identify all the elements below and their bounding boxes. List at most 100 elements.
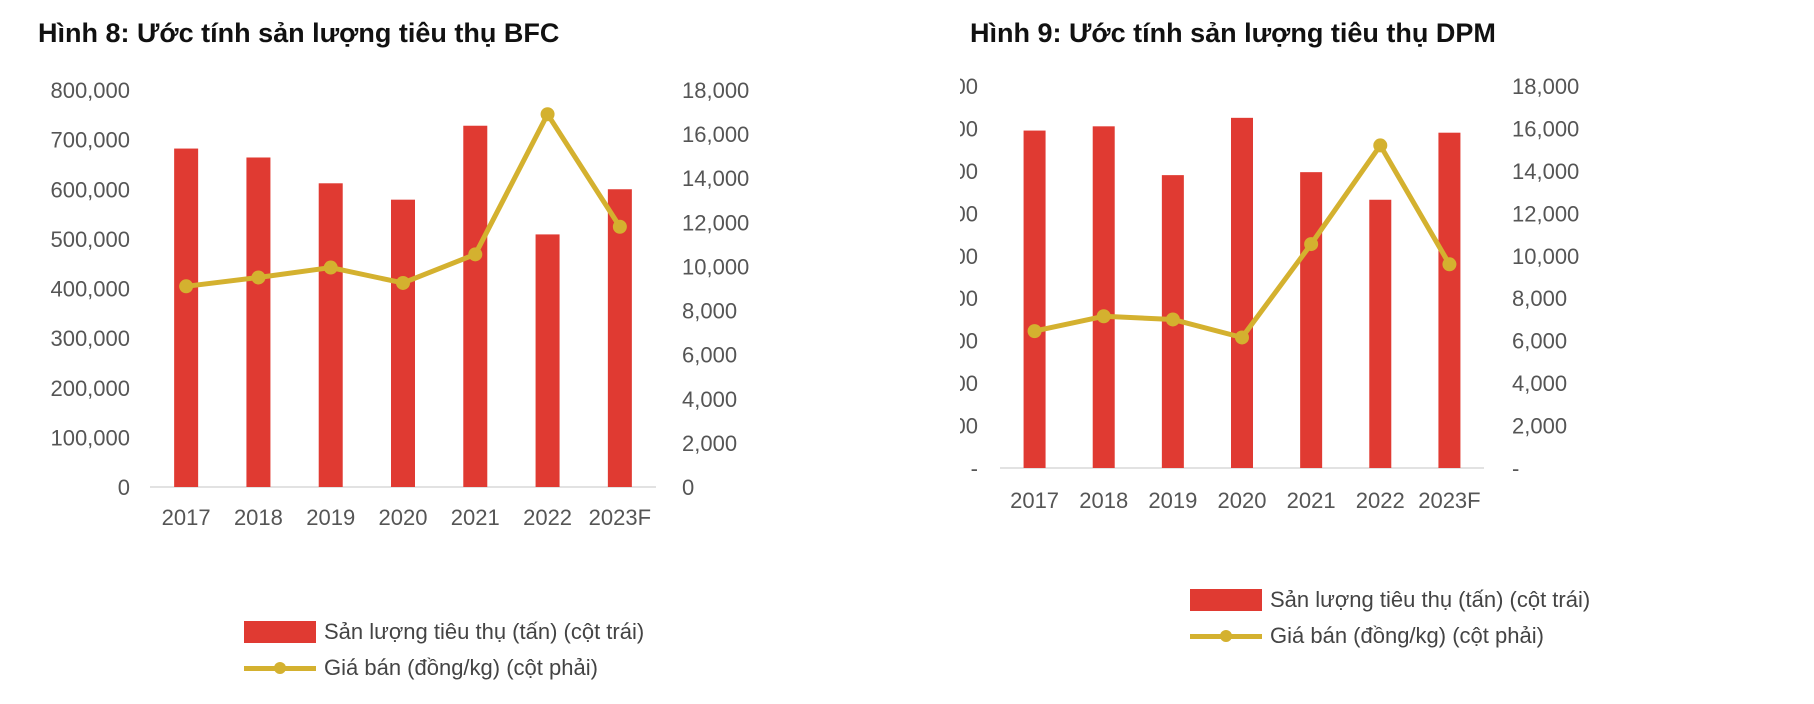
- chart-legend: Sản lượng tiêu thụ (tấn) (cột trái) Giá …: [244, 614, 644, 686]
- x-axis-tick-label: 2022: [1356, 488, 1405, 513]
- chart-title: Hình 8: Ước tính sản lượng tiêu thụ BFC: [38, 18, 560, 48]
- right-axis-tick-label: 16,000: [1512, 116, 1579, 141]
- left-axis-tick-label: 800,000: [960, 116, 978, 141]
- x-axis-tick-label: 2021: [1287, 488, 1336, 513]
- bar-2017: [174, 148, 199, 487]
- left-axis-tick-label: 600,000: [50, 177, 130, 202]
- x-axis-tick-label: 2017: [162, 505, 211, 530]
- bar-2018: [246, 157, 271, 488]
- price-point-2017: [1027, 324, 1042, 339]
- bar-2022: [1369, 199, 1392, 469]
- x-axis-tick-label: 2023F: [589, 505, 651, 530]
- bar-2020: [391, 199, 415, 487]
- left-axis-tick-label: 800,000: [50, 78, 130, 103]
- left-axis-tick-label: 0: [118, 475, 130, 500]
- legend-item-bar: Sản lượng tiêu thụ (tấn) (cột trái): [244, 614, 644, 650]
- price-point-2019: [323, 260, 338, 275]
- left-axis-tick-label: -: [971, 456, 978, 481]
- x-axis-tick-label: 2019: [1148, 488, 1197, 513]
- legend-bar-swatch: [244, 621, 316, 643]
- right-axis-tick-label: 10,000: [1512, 244, 1579, 269]
- right-axis-tick-label: 4,000: [682, 387, 737, 412]
- legend-bar-swatch: [1190, 589, 1262, 611]
- right-axis-tick-label: 4,000: [1512, 371, 1567, 396]
- bar-2017: [1023, 130, 1046, 469]
- price-point-2021: [468, 247, 483, 262]
- right-axis-tick-label: 2,000: [1512, 414, 1567, 439]
- x-axis-tick-label: 2020: [379, 505, 428, 530]
- right-axis-tick-label: 14,000: [682, 166, 749, 191]
- x-axis-tick-label: 2018: [234, 505, 283, 530]
- chart-panel-dpm: Hình 9: Ước tính sản lượng tiêu thụ DPM …: [960, 0, 1814, 704]
- right-axis-tick-label: -: [1512, 456, 1519, 481]
- legend-label: Giá bán (đồng/kg) (cột phải): [324, 655, 598, 680]
- left-axis-tick-label: 300,000: [960, 329, 978, 354]
- price-point-2021: [1304, 237, 1319, 252]
- left-axis-tick-label: 500,000: [50, 227, 130, 252]
- price-point-2018: [1096, 309, 1111, 324]
- legend-label: Sản lượng tiêu thụ (tấn) (cột trái): [1270, 587, 1591, 612]
- bar-2022: [535, 234, 560, 487]
- price-point-2017: [179, 279, 194, 294]
- legend-line-swatch: [244, 657, 316, 679]
- legend-item-bar: Sản lượng tiêu thụ (tấn) (cột trái): [1190, 582, 1590, 618]
- chart-dpm: - 100,000 200,000 300,000 400,000 500,000 600,…: [960, 74, 1579, 513]
- left-axis-tick-label: 200,000: [960, 371, 978, 396]
- bar-2023F: [607, 189, 632, 487]
- legend-line-swatch: [1190, 625, 1262, 647]
- chart-bfc: 0 100,000 200,000 300,000 400,000 500,000 600,…: [50, 78, 749, 530]
- price-point-2019: [1165, 312, 1180, 327]
- bar-2018: [1092, 126, 1115, 469]
- bar-2020: [1231, 117, 1253, 468]
- right-axis-tick-label: 6,000: [682, 343, 737, 368]
- right-axis-tick-label: 0: [682, 475, 694, 500]
- legend-label: Sản lượng tiêu thụ (tấn) (cột trái): [324, 619, 645, 644]
- left-axis-tick-label: 400,000: [960, 286, 978, 311]
- price-point-2018: [251, 270, 266, 285]
- right-axis-tick-label: 12,000: [682, 210, 749, 235]
- right-axis-tick-label: 14,000: [1512, 159, 1579, 184]
- bar-2023F: [1438, 132, 1461, 468]
- x-axis-tick-label: 2023F: [1418, 488, 1480, 513]
- left-axis-tick-label: 100,000: [960, 414, 978, 439]
- x-axis-tick-label: 2020: [1218, 488, 1267, 513]
- left-axis-tick-label: 700,000: [50, 128, 130, 153]
- right-axis-tick-label: 16,000: [682, 122, 749, 147]
- price-point-2020: [1235, 330, 1249, 345]
- right-axis-tick-label: 8,000: [1512, 286, 1567, 311]
- bar-2021: [1300, 172, 1323, 468]
- price-point-2020: [396, 275, 410, 290]
- price-point-2023F: [1442, 257, 1457, 272]
- price-point-2023F: [612, 219, 627, 234]
- x-axis-tick-label: 2022: [523, 505, 572, 530]
- bar-2019: [318, 183, 343, 488]
- left-axis-tick-label: 700,000: [960, 159, 978, 184]
- right-axis-tick-label: 8,000: [682, 299, 737, 324]
- right-axis-tick-label: 6,000: [1512, 329, 1567, 354]
- x-axis-tick-label: 2018: [1079, 488, 1128, 513]
- left-axis-tick-label: 900,000: [960, 74, 978, 99]
- x-axis-tick-label: 2019: [306, 505, 355, 530]
- bar-2021: [463, 125, 488, 487]
- left-axis-tick-label: 500,000: [960, 244, 978, 269]
- chart-title: Hình 9: Ước tính sản lượng tiêu thụ DPM: [970, 18, 1496, 48]
- legend-label: Giá bán (đồng/kg) (cột phải): [1270, 623, 1544, 648]
- price-point-2022: [540, 107, 555, 122]
- right-axis-tick-label: 18,000: [682, 78, 749, 103]
- left-axis-tick-label: 200,000: [50, 376, 130, 401]
- right-axis-tick-label: 18,000: [1512, 74, 1579, 99]
- price-point-2022: [1373, 138, 1388, 153]
- left-axis-tick-label: 400,000: [50, 277, 130, 302]
- right-axis-tick-label: 2,000: [682, 431, 737, 456]
- x-axis-tick-label: 2017: [1010, 488, 1059, 513]
- left-axis-tick-label: 100,000: [50, 425, 130, 450]
- legend-item-line: Giá bán (đồng/kg) (cột phải): [244, 650, 644, 686]
- right-axis-tick-label: 10,000: [682, 254, 749, 279]
- x-axis-tick-label: 2021: [451, 505, 500, 530]
- left-axis-tick-label: 300,000: [50, 326, 130, 351]
- legend-item-line: Giá bán (đồng/kg) (cột phải): [1190, 618, 1590, 654]
- right-axis-tick-label: 12,000: [1512, 201, 1579, 226]
- left-axis-tick-label: 600,000: [960, 201, 978, 226]
- chart-panel-bfc: Hình 8: Ước tính sản lượng tiêu thụ BFC …: [38, 18, 749, 686]
- chart-legend: Sản lượng tiêu thụ (tấn) (cột trái) Giá …: [1190, 582, 1590, 654]
